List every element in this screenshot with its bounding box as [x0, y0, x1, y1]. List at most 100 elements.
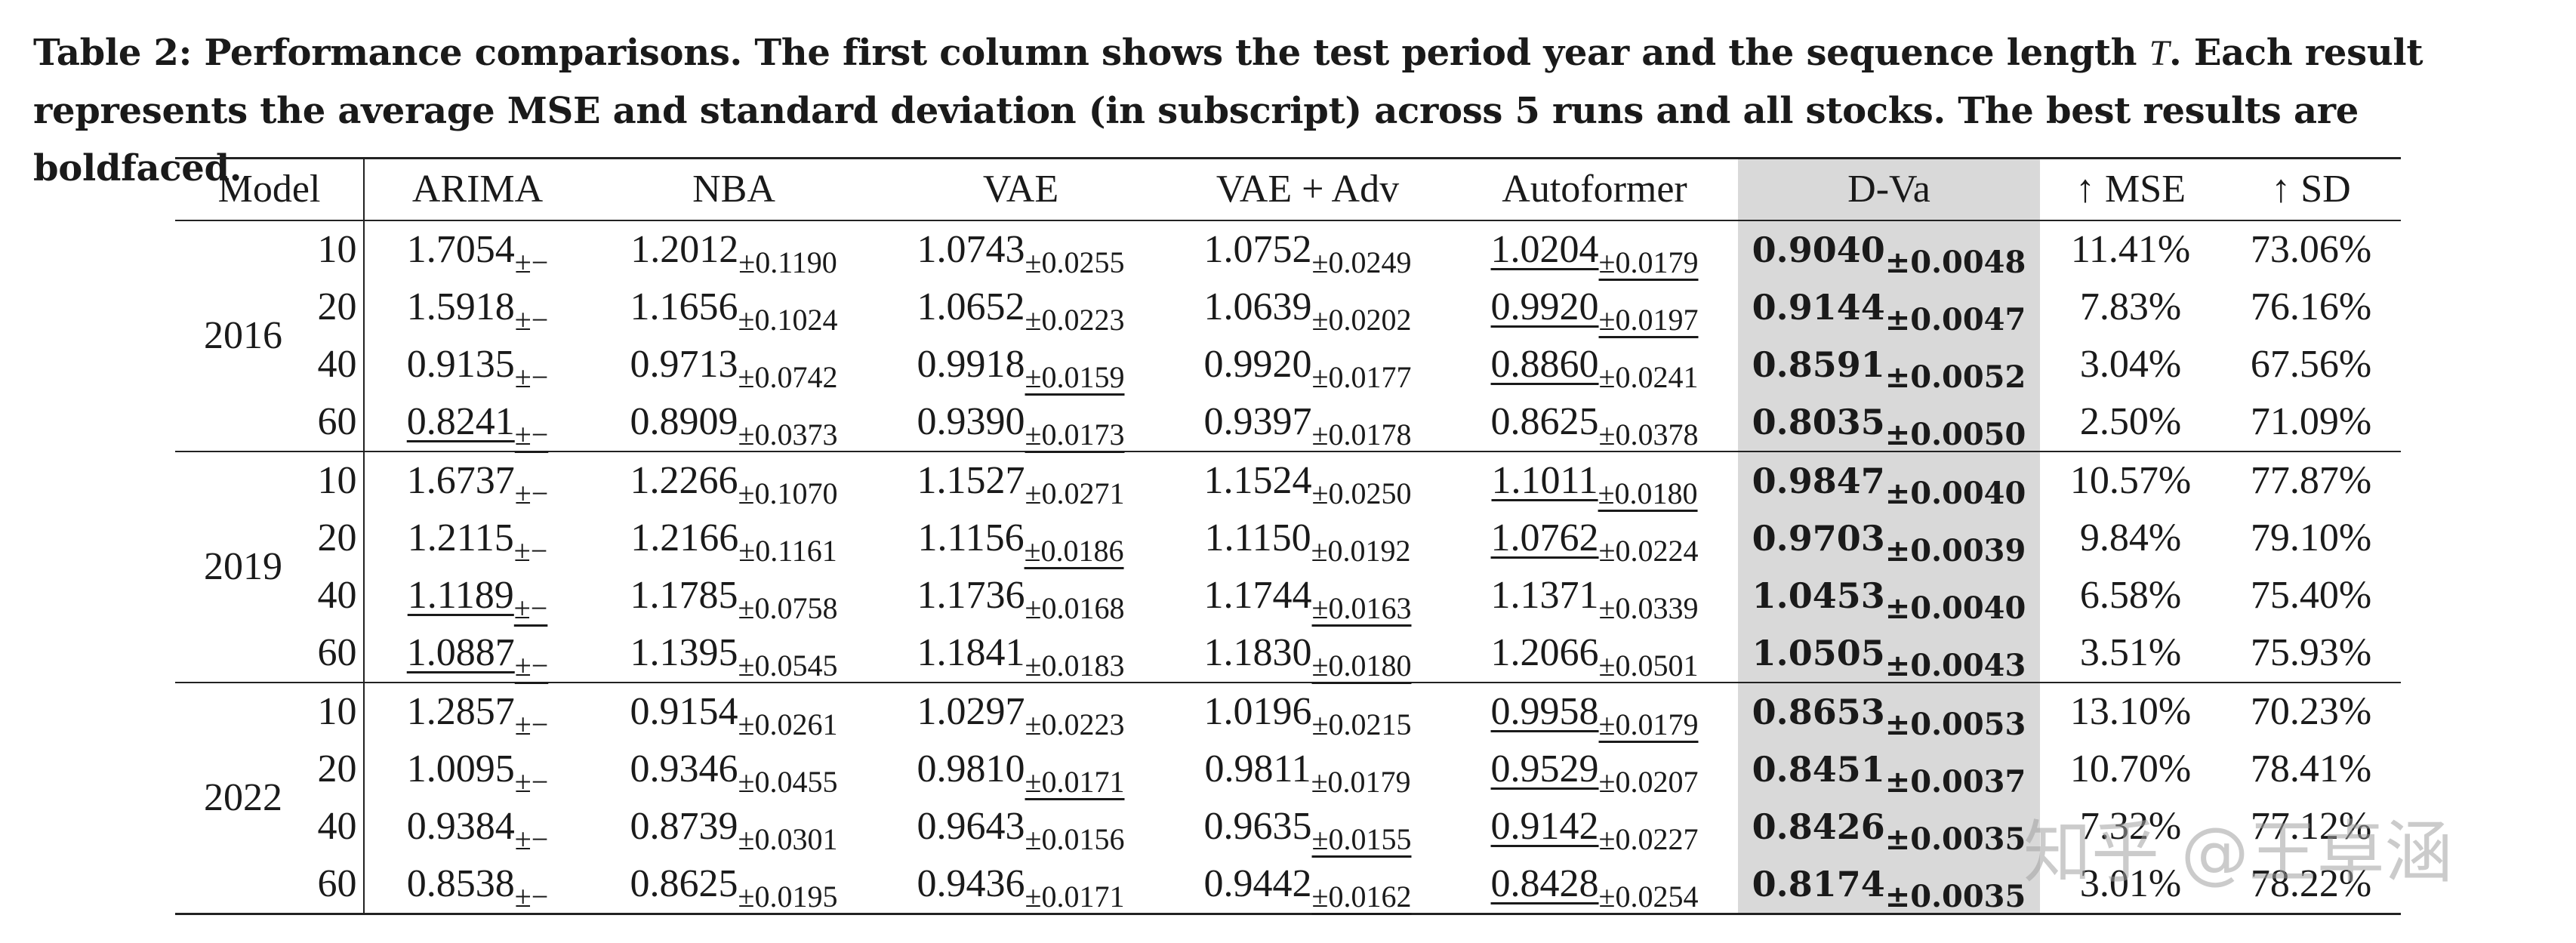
improve-mse-cell: 9.84% [2079, 516, 2182, 559]
seq-length-cell: 60 [311, 624, 365, 683]
std-value: ±0.0742 [738, 360, 838, 394]
std-value: ±0.0207 [1598, 765, 1699, 799]
std-value: ±0.0215 [1311, 707, 1412, 741]
std-value: ±0.0179 [1311, 765, 1411, 799]
result-cell: 1.0652±0.0223 [877, 279, 1164, 336]
std-value: ±0.0171 [1025, 765, 1125, 799]
std-value: ±− [514, 822, 549, 856]
result-cell: 0.9346±0.0455 [590, 741, 877, 798]
mse-value: 1.2166 [630, 516, 739, 559]
std-value: ±0.0758 [738, 591, 838, 625]
result-cell: 0.8860±0.0241 [1451, 336, 1738, 393]
std-value: ±− [513, 591, 548, 625]
result-cell: 1.1744±0.0163 [1164, 567, 1451, 624]
improve-sd-cell: 76.16% [2250, 285, 2372, 328]
result-cell: 0.9390±0.0173 [877, 393, 1164, 451]
result-cell: 1.1156±0.0186 [877, 510, 1164, 567]
result-cell: 0.8538±− [364, 855, 590, 914]
improve-sd-cell: 78.22% [2250, 862, 2372, 905]
result-cell: 1.0752±0.0249 [1164, 220, 1451, 279]
result-cell: 0.9040±0.0048 [1738, 220, 2041, 279]
mse-value: 1.1841 [917, 631, 1025, 674]
std-value: ±− [514, 880, 549, 914]
mse-value: 0.9958 [1490, 690, 1599, 733]
std-value: ±0.0271 [1025, 476, 1125, 510]
result-cell: 0.9958±0.0179 [1451, 683, 1738, 741]
result-cell: 1.0095±− [364, 741, 590, 798]
std-value: ±0.0159 [1025, 360, 1125, 394]
mse-value: 0.8909 [630, 400, 738, 443]
result-cell: 1.1189±− [364, 567, 590, 624]
std-value: ±− [514, 245, 549, 279]
std-value: ±0.0053 [1884, 707, 2026, 742]
mse-value: 0.8426 [1752, 806, 1885, 847]
std-value: ±0.0043 [1884, 648, 2026, 683]
result-cell: 1.0762±0.0224 [1451, 510, 1738, 567]
seq-length-cell: 10 [311, 451, 365, 510]
mse-value: 1.1189 [407, 574, 514, 617]
std-value: ±0.0177 [1311, 360, 1412, 394]
mse-value: 1.0196 [1203, 690, 1312, 733]
result-cell: 0.9811±0.0179 [1164, 741, 1451, 798]
header-improve-mse: ↑ MSE [2075, 168, 2186, 211]
improve-mse-cell: 3.01% [2079, 862, 2182, 905]
mse-value: 1.0652 [917, 285, 1025, 328]
mse-value: 0.9390 [917, 400, 1025, 443]
header-vae: VAE [982, 168, 1059, 211]
mse-value: 0.9703 [1752, 518, 1885, 559]
result-cell: 0.8739±0.0301 [590, 798, 877, 855]
mse-value: 1.1830 [1203, 631, 1312, 674]
result-cell: 0.8241±− [364, 393, 590, 451]
std-value: ±0.0223 [1025, 707, 1125, 741]
result-cell: 1.6737±− [364, 451, 590, 510]
result-cell: 1.1524±0.0250 [1164, 451, 1451, 510]
mse-value: 1.1527 [917, 459, 1025, 502]
mse-value: 0.9811 [1204, 747, 1311, 790]
std-value: ±0.0162 [1311, 880, 1412, 914]
improve-sd-cell: 77.12% [2250, 805, 2372, 848]
result-cell: 1.0297±0.0223 [877, 683, 1164, 741]
std-value: ±− [514, 303, 549, 337]
mse-value: 1.0095 [406, 747, 515, 790]
improve-sd-cell: 77.87% [2250, 459, 2372, 502]
result-cell: 0.8451±0.0037 [1738, 741, 2041, 798]
header-nba: NBA [692, 168, 775, 211]
caption-symbol: T [2149, 33, 2170, 73]
table-row: 20 1.2115±− 1.2166±0.1161 1.1156±0.0186 1.11… [175, 510, 2401, 567]
mse-value: 0.9635 [1203, 805, 1312, 848]
result-cell: 0.8653±0.0053 [1738, 683, 2041, 742]
result-cell: 0.9920±0.0177 [1164, 336, 1451, 393]
result-cell: 1.1785±0.0758 [590, 567, 877, 624]
improve-mse-cell: 11.41% [2070, 228, 2191, 271]
mse-value: 0.9384 [406, 805, 515, 848]
result-cell: 1.1656±0.1024 [590, 279, 877, 336]
header-improve-sd: ↑ SD [2271, 168, 2351, 211]
std-value: ±0.0050 [1884, 417, 2026, 452]
header-row: Model ARIMA NBA VAE VAE + Adv Autoformer… [175, 158, 2402, 220]
result-cell: 1.1011±0.0180 [1451, 451, 1738, 510]
std-value: ±− [513, 534, 548, 568]
mse-value: 1.0762 [1490, 516, 1599, 559]
std-value: ±0.0202 [1311, 303, 1412, 337]
std-value: ±0.0183 [1025, 649, 1125, 683]
std-value: ±0.0223 [1025, 303, 1125, 337]
result-cell: 1.0639±0.0202 [1164, 279, 1451, 336]
improve-mse-cell: 7.32% [2079, 805, 2182, 848]
std-value: ±0.0047 [1884, 302, 2026, 337]
mse-value: 1.2012 [630, 228, 739, 271]
result-cell: 1.1736±0.0168 [877, 567, 1164, 624]
seq-length-cell: 60 [311, 393, 365, 451]
std-value: ±0.1024 [738, 303, 838, 337]
mse-value: 0.9154 [630, 690, 738, 733]
year-cell: 2019 [204, 545, 282, 588]
mse-value: 1.1524 [1203, 459, 1312, 502]
table-row: 60 0.8241±− 0.8909±0.0373 0.9390±0.0173 0.93… [175, 393, 2401, 451]
std-value: ±0.0171 [1025, 880, 1125, 914]
mse-value: 1.1150 [1204, 516, 1311, 559]
std-value: ±0.0255 [1025, 245, 1125, 279]
improve-sd-cell: 75.40% [2250, 574, 2372, 617]
mse-value: 0.8860 [1490, 343, 1599, 386]
seq-length-cell: 10 [311, 683, 365, 741]
improve-sd-cell: 79.10% [2250, 516, 2372, 559]
std-value: ±0.0163 [1311, 591, 1412, 625]
